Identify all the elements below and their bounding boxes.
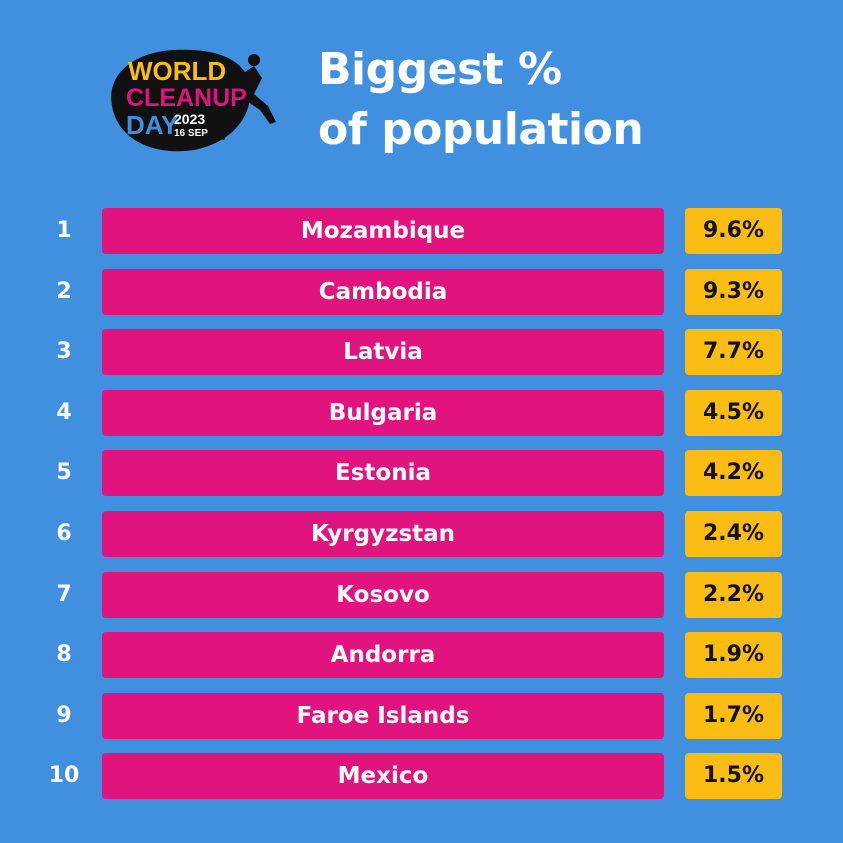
table-row: 10 Mexico 1.5%	[0, 753, 843, 799]
percent-value: 2.4%	[685, 511, 782, 557]
percent-value: 1.5%	[685, 753, 782, 799]
country-bar: Kosovo	[102, 572, 664, 618]
rank-number: 1	[56, 218, 72, 243]
logo-line2: CLEANUP	[126, 84, 247, 112]
percent-value: 9.3%	[685, 269, 782, 315]
rank-number: 3	[56, 339, 72, 364]
table-row: 4 Bulgaria 4.5%	[0, 390, 843, 436]
rank-number: 10	[48, 763, 80, 788]
table-row: 7 Kosovo 2.2%	[0, 572, 843, 618]
percent-value: 4.5%	[685, 390, 782, 436]
country-bar: Faroe Islands	[102, 693, 664, 739]
percent-value: 4.2%	[685, 450, 782, 496]
world-cleanup-day-logo: WORLD CLEANUP DAY 2023 16 SEP	[104, 44, 280, 162]
title-line-1: Biggest %	[318, 44, 562, 95]
climber-icon	[216, 66, 276, 140]
table-row: 5 Estonia 4.2%	[0, 450, 843, 496]
logo-line1: WORLD	[128, 56, 226, 86]
country-bar: Cambodia	[102, 269, 664, 315]
logo-year: 2023	[174, 111, 205, 127]
logo-line3: DAY	[126, 110, 179, 140]
rank-number: 5	[56, 460, 72, 485]
logo-graphic: WORLD CLEANUP DAY 2023 16 SEP	[111, 49, 276, 152]
rank-number: 6	[56, 521, 72, 546]
logo-date: 16 SEP	[174, 128, 208, 139]
rank-number: 8	[56, 642, 72, 667]
country-bar: Latvia	[102, 329, 664, 375]
table-row: 6 Kyrgyzstan 2.4%	[0, 511, 843, 557]
title-line-2: of population	[318, 104, 644, 155]
percent-value: 1.7%	[685, 693, 782, 739]
rank-number: 2	[56, 279, 72, 304]
country-bar: Estonia	[102, 450, 664, 496]
percent-value: 7.7%	[685, 329, 782, 375]
page-title: Biggest % of population	[318, 40, 644, 160]
rank-number: 4	[56, 400, 72, 425]
table-row: 2 Cambodia 9.3%	[0, 269, 843, 315]
table-row: 3 Latvia 7.7%	[0, 329, 843, 375]
table-row: 9 Faroe Islands 1.7%	[0, 693, 843, 739]
table-row: 8 Andorra 1.9%	[0, 632, 843, 678]
percent-value: 1.9%	[685, 632, 782, 678]
percent-value: 2.2%	[685, 572, 782, 618]
rank-number: 9	[56, 703, 72, 728]
percent-value: 9.6%	[685, 208, 782, 254]
table-row: 1 Mozambique 9.6%	[0, 208, 843, 254]
country-bar: Bulgaria	[102, 390, 664, 436]
country-bar: Andorra	[102, 632, 664, 678]
country-bar: Mexico	[102, 753, 664, 799]
country-bar: Mozambique	[102, 208, 664, 254]
country-bar: Kyrgyzstan	[102, 511, 664, 557]
rank-number: 7	[56, 582, 72, 607]
